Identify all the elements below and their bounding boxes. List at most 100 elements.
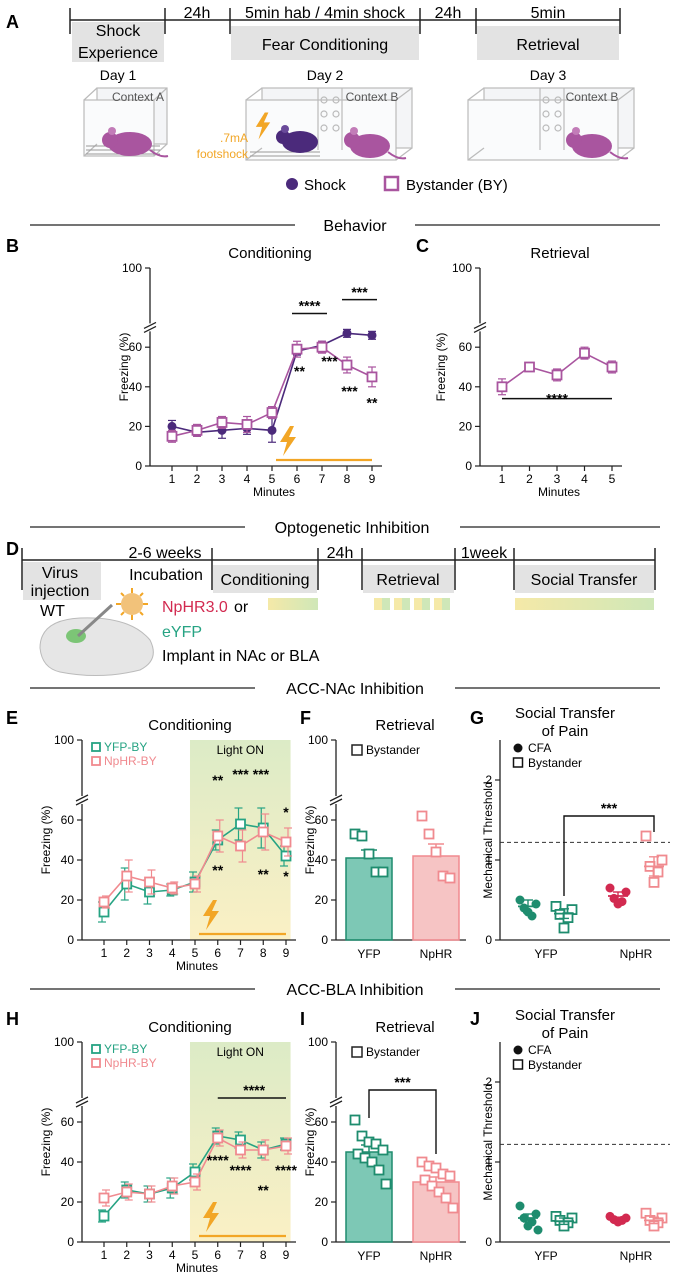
data-point (640, 830, 652, 842)
legend-bystander-label: Bystander (BY) (406, 177, 508, 194)
sig-annotation: ** (258, 866, 269, 882)
y-tick-label: 100 (452, 261, 472, 275)
axis-break (473, 325, 487, 333)
data-point (166, 882, 178, 894)
data-point (98, 1192, 110, 1204)
data-point (363, 848, 375, 860)
data-point (121, 870, 133, 882)
x-tick-label: 4 (169, 946, 176, 960)
y-tick-label: 60 (61, 813, 75, 827)
data-point (423, 828, 435, 840)
data-point (267, 425, 277, 435)
data-point (342, 328, 352, 338)
data-point (98, 896, 110, 908)
section-acc-bla: ACC-BLA Inhibition (287, 982, 424, 999)
light-on-label: Light ON (217, 1045, 264, 1059)
panel-label-g: G (470, 708, 484, 728)
data-point (166, 430, 178, 442)
nphr-label: NpHR3.0 (162, 599, 228, 616)
sig-annotation: **** (230, 1162, 252, 1178)
x-tick-label: 5 (192, 1248, 199, 1262)
data-point (605, 883, 615, 893)
data-point (235, 1134, 246, 1146)
sig-annotation: **** (243, 1082, 265, 1098)
section-behavior: Behavior (323, 218, 387, 235)
y-axis-label: Freezing (%) (39, 1108, 53, 1177)
light-on-label: Light ON (217, 743, 264, 757)
chart-h: Light ON 0 20 40 60 100 1 2 3 4 5 6 7 8 9 Freezing (%) C… (39, 1019, 297, 1275)
x-tick-label: 2 (194, 472, 201, 486)
y-tick-label: 100 (54, 733, 74, 747)
incubation: Incubation (129, 567, 203, 584)
series-1 (98, 1129, 292, 1207)
x-axis-label: Minutes (538, 485, 580, 499)
legend-label: Bystander (366, 1045, 420, 1059)
x-tick-label: 3 (146, 1248, 153, 1262)
legend-marker (512, 1059, 524, 1070)
x-tick-label: 4 (244, 472, 251, 486)
data-point (377, 1144, 389, 1156)
y-axis-label: Freezing (%) (303, 1108, 317, 1177)
data-point (280, 1140, 292, 1152)
y-tick-label: 20 (61, 893, 75, 907)
x-tick-label: 6 (214, 946, 221, 960)
y-tick-label: 100 (308, 733, 328, 747)
chart-title: Conditioning (148, 717, 231, 734)
data-point (257, 1144, 269, 1156)
data-point (515, 1201, 525, 1211)
data-point (235, 818, 246, 830)
data-point (533, 1225, 543, 1235)
sig-annotation: ** (294, 363, 305, 379)
legend-label: YFP-BY (104, 1042, 147, 1056)
x-tick-label: 3 (219, 472, 226, 486)
legend-label: CFA (528, 1043, 551, 1057)
data-point (515, 895, 525, 905)
day1-header-1: Shock (96, 23, 141, 40)
y-tick-label: 20 (61, 1195, 75, 1209)
data-point (166, 1180, 178, 1192)
x-tick-label: 7 (237, 946, 244, 960)
y-tick-label: 0 (485, 933, 492, 947)
chart-title: Social Transfer (515, 1007, 615, 1024)
day1-header-2: Experience (78, 45, 158, 62)
x-tick-label: 4 (169, 1248, 176, 1262)
sig-bracket (563, 815, 655, 896)
x-tick-label: 1 (499, 472, 506, 486)
sig-annotation: ** (212, 862, 223, 878)
data-point (524, 361, 535, 373)
x-tick-label: 8 (260, 946, 267, 960)
context-b2-label: Context B (566, 90, 619, 104)
data-point (356, 1130, 368, 1142)
chart-i: 0 20 40 60 100 Freezing (%) Retrieval Bystander… (303, 1019, 466, 1263)
chart-title: Retrieval (530, 245, 589, 262)
y-tick-label: 0 (465, 459, 472, 473)
legend-bystander-marker (383, 175, 400, 192)
legend-label: CFA (528, 741, 551, 755)
x-tick-label: 1 (169, 472, 176, 486)
y-tick-label: 40 (315, 853, 329, 867)
sig-annotation: **** (299, 298, 321, 314)
data-point (430, 1162, 442, 1174)
legend-label: Bystander (366, 743, 420, 757)
y-axis-label: Freezing (%) (39, 806, 53, 875)
group-label: YFP (534, 1249, 557, 1263)
panel-label-j: J (470, 1009, 480, 1029)
category-label: YFP (357, 947, 380, 961)
legend-marker (351, 744, 363, 756)
data-point (551, 369, 563, 381)
sig-annotation: * (283, 868, 289, 884)
gap1-d: 24h (327, 545, 354, 562)
sig-annotation: *** (321, 353, 338, 369)
x-tick-label: 1 (101, 1248, 108, 1262)
y-tick-label: 0 (321, 933, 328, 947)
data-point (558, 922, 570, 934)
panel-label-b: B (6, 236, 19, 256)
sig-annotation: ** (212, 772, 223, 788)
group-label: NpHR (620, 1249, 653, 1263)
x-tick-label: 5 (192, 946, 199, 960)
data-point (652, 866, 664, 878)
y-tick-label: 20 (459, 419, 473, 433)
legend-label: NpHR-BY (104, 1056, 157, 1070)
y-tick-label: 1 (485, 1155, 492, 1169)
data-point (167, 421, 177, 431)
